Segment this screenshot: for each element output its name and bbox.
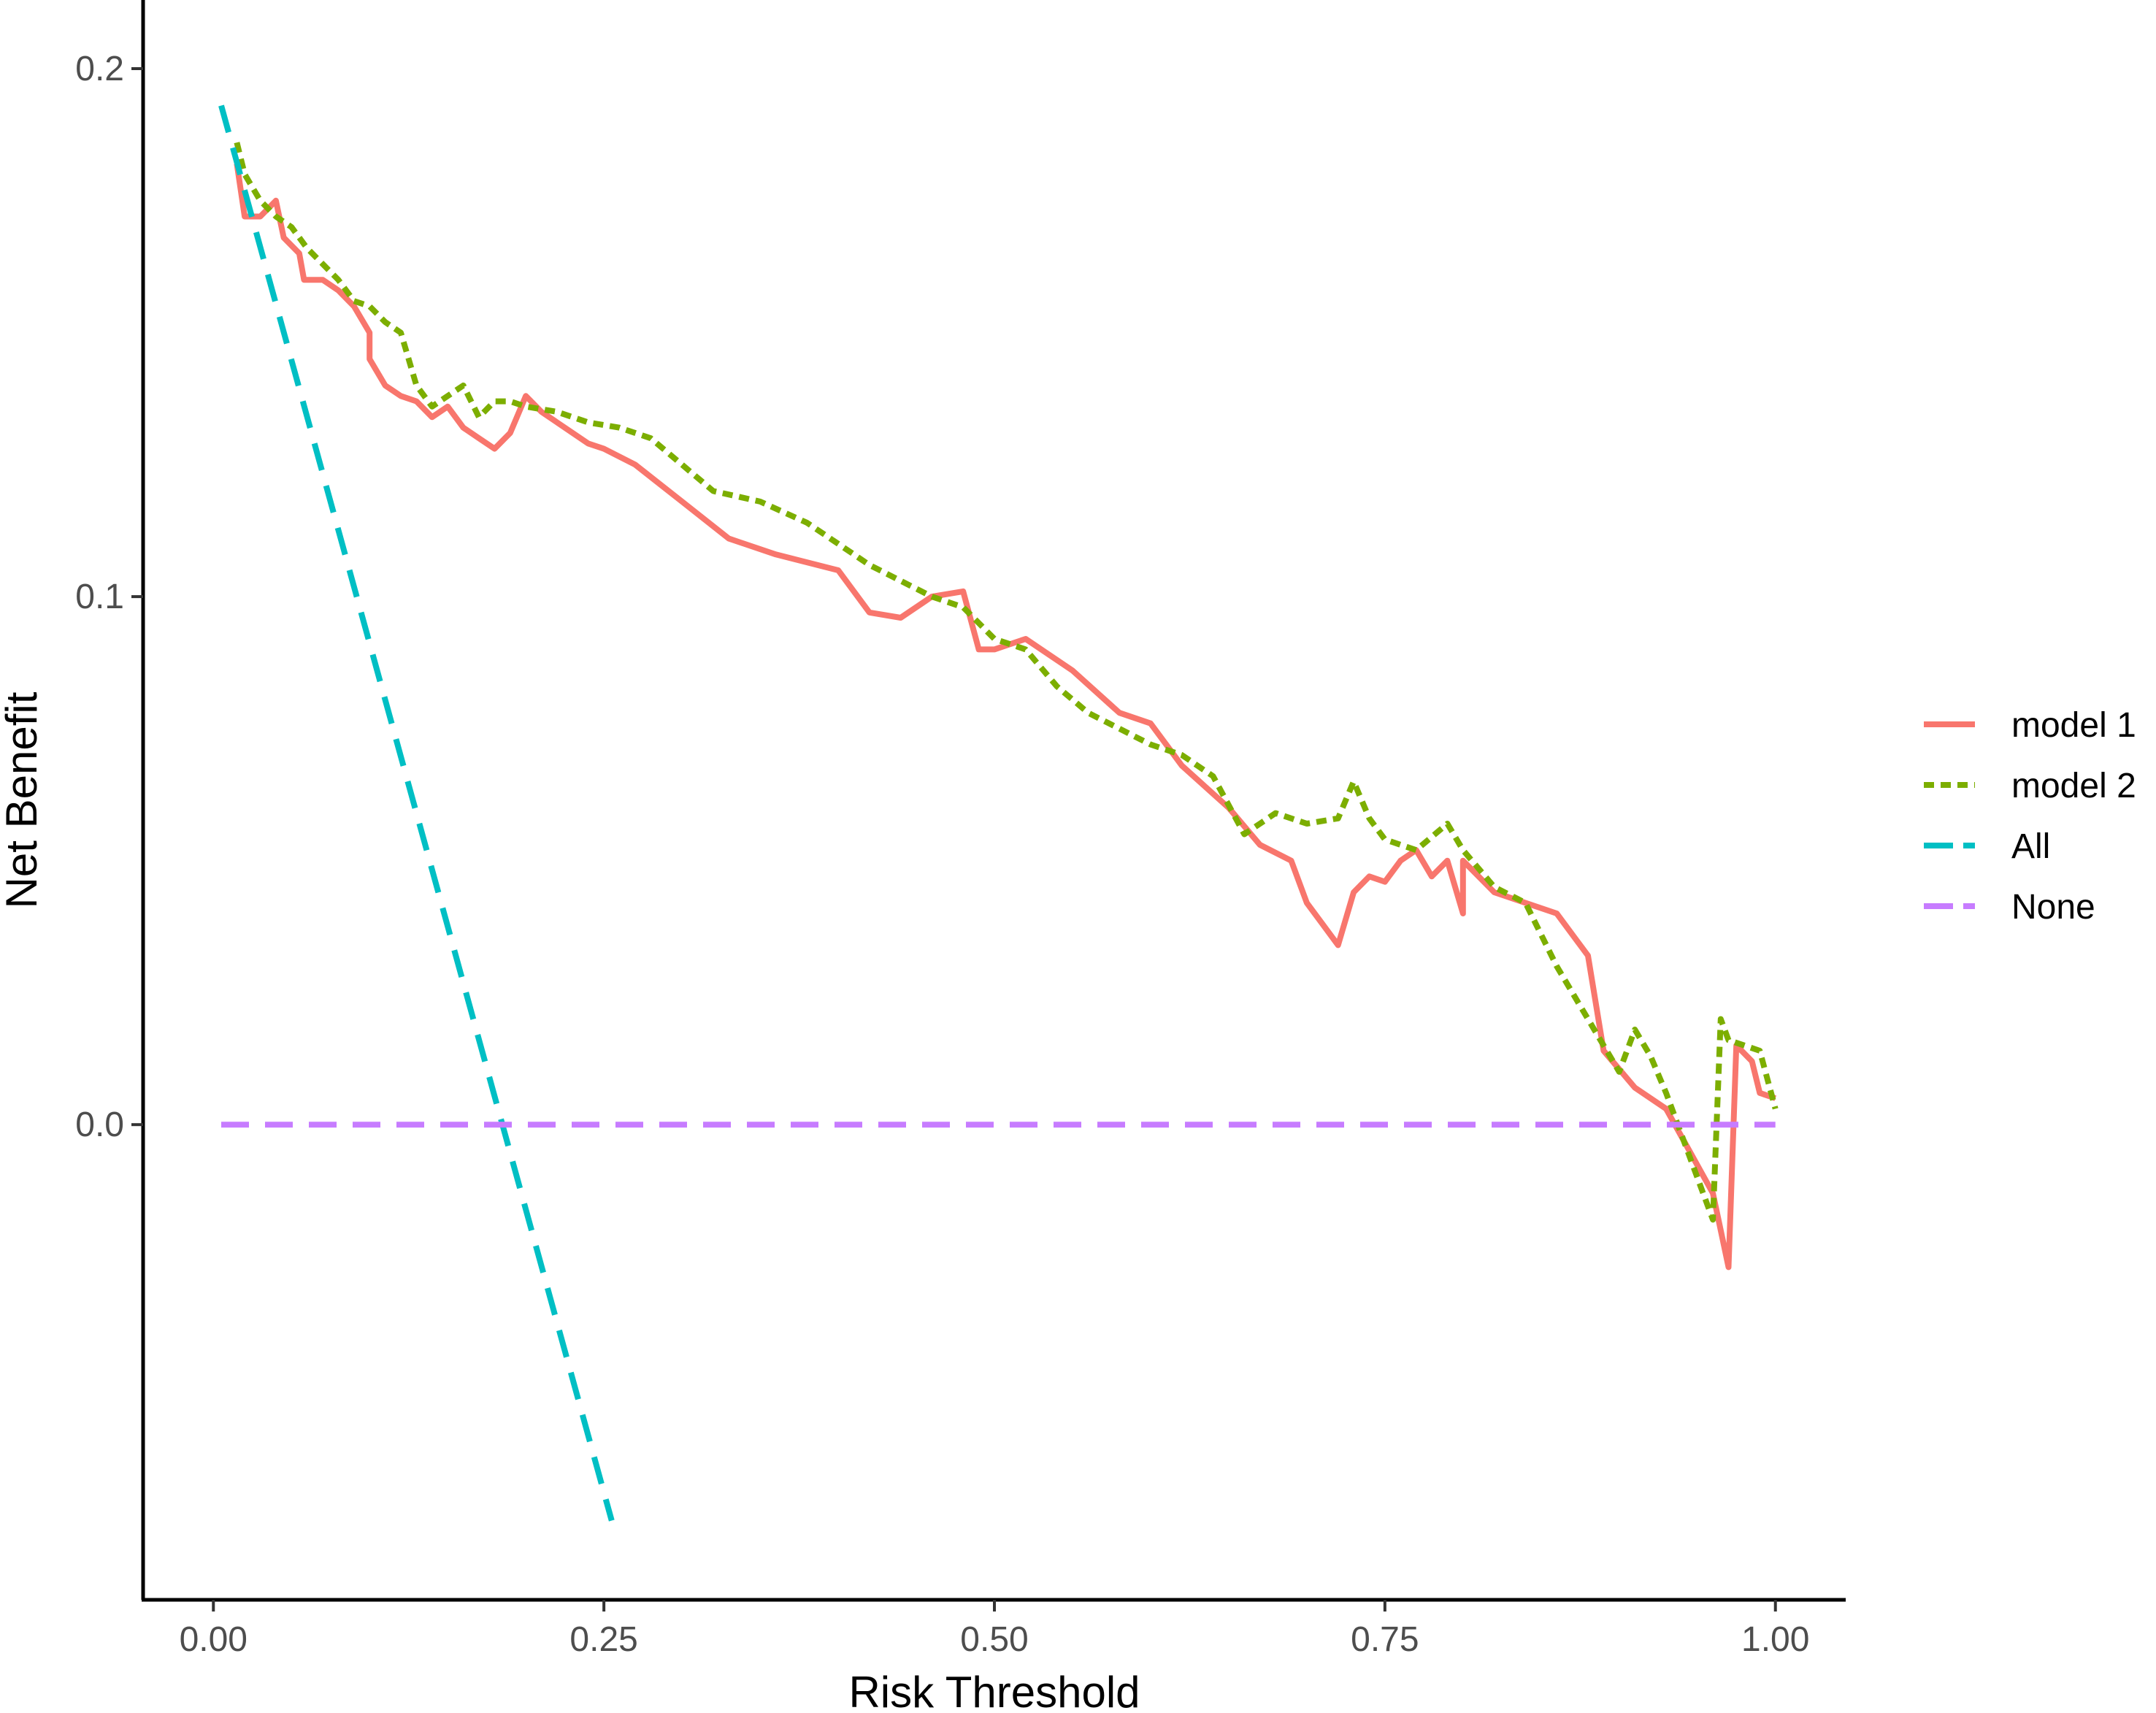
y-axis-ticks: 0.0 0.1 0.2 [75,50,143,1144]
series-line-model-1 [234,163,1776,1271]
series-line-model-2 [234,142,1779,1223]
y-tick-label: 0.1 [75,578,124,616]
x-axis-ticks: 0.00 0.25 0.50 0.75 1.00 [180,1600,1809,1659]
legend-label-all: All [2011,827,2050,866]
legend-label-none: None [2011,888,2095,927]
y-tick-label: 0.2 [75,50,124,88]
legend: model 1 model 2 All None [1924,706,2136,927]
x-tick-label: 0.75 [1351,1620,1419,1659]
x-tick-label: 0.50 [960,1620,1028,1659]
y-tick-label: 0.0 [75,1105,124,1144]
legend-label-model-1: model 1 [2011,706,2136,745]
plot-area [218,104,1779,1522]
x-tick-label: 0.25 [569,1620,637,1659]
series-line-all [218,104,615,1522]
x-axis-title: Risk Threshold [848,1668,1140,1713]
y-axis-title: Net Benefit [0,691,46,908]
x-tick-label: 1.00 [1741,1620,1809,1659]
legend-label-model-2: model 2 [2011,767,2136,805]
x-tick-label: 0.00 [180,1620,248,1659]
